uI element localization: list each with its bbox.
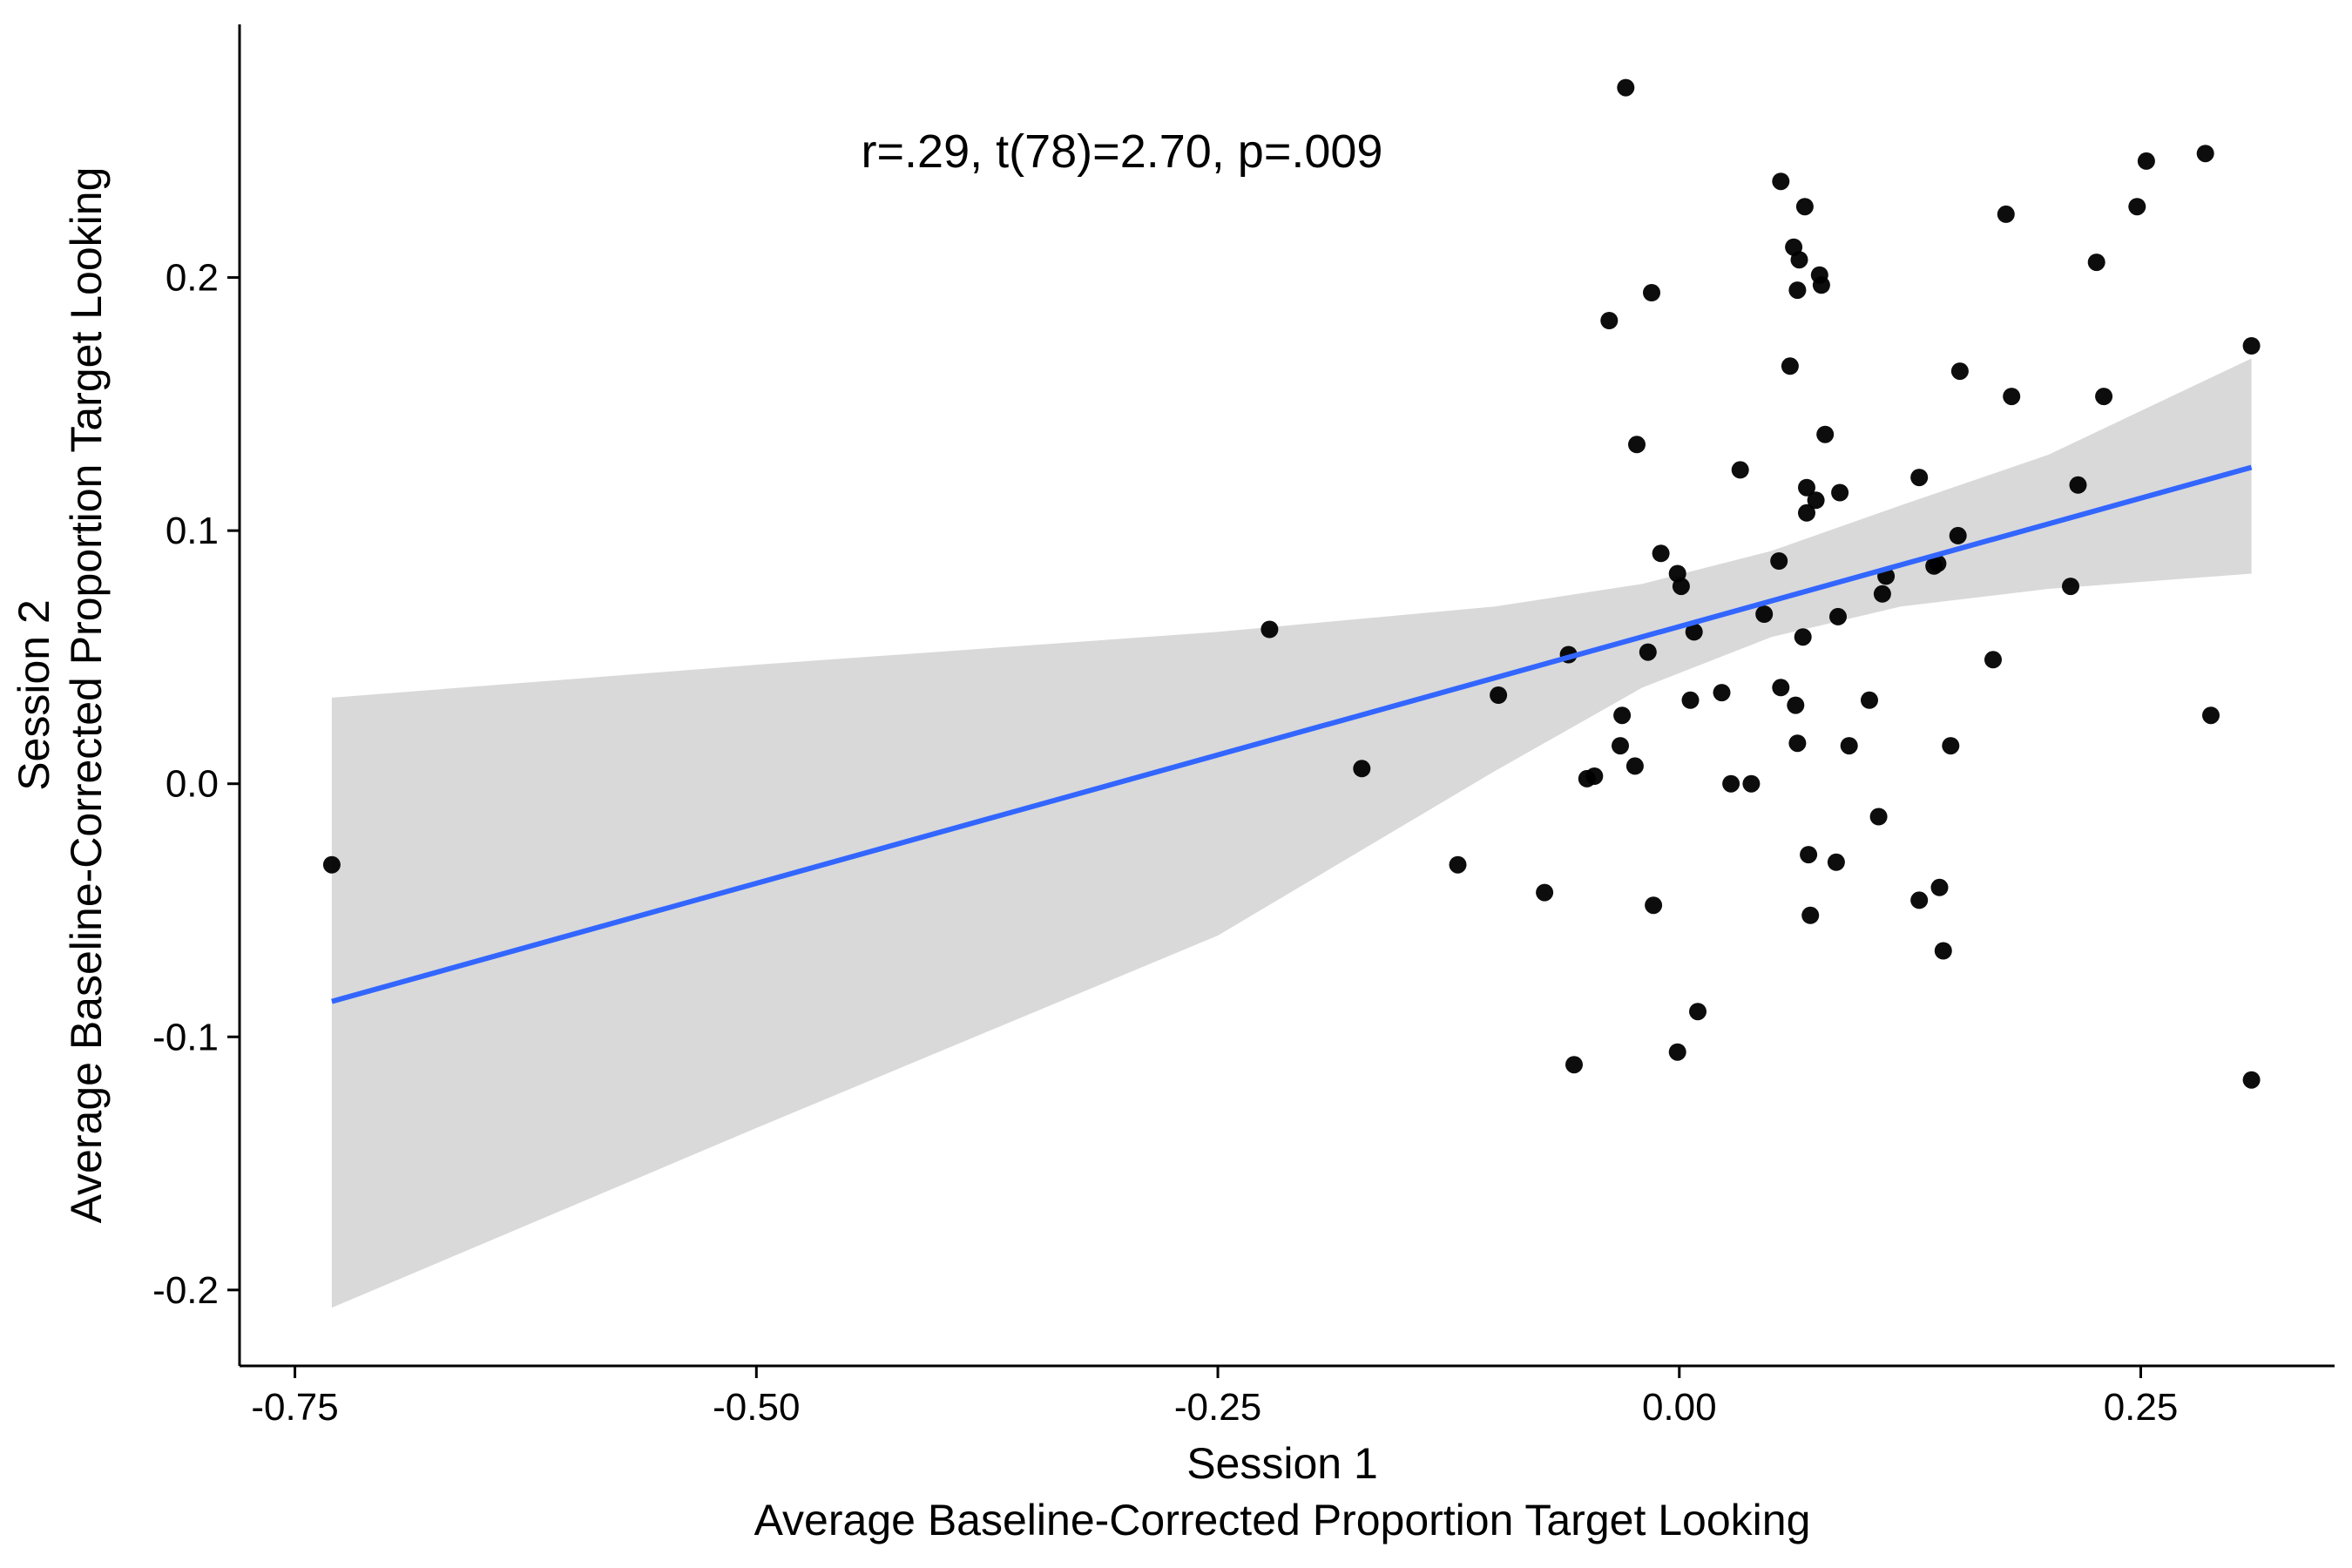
x-tick-label: -0.25	[1174, 1386, 1261, 1429]
data-point	[1942, 737, 1960, 755]
data-point	[2202, 706, 2220, 725]
x-tick-label: -0.75	[251, 1386, 338, 1429]
data-point	[1613, 706, 1632, 725]
data-point	[1798, 478, 1815, 497]
data-point	[1713, 684, 1731, 702]
y-tick-label: 0.1	[166, 510, 219, 552]
data-point	[1685, 623, 1703, 641]
data-point	[322, 855, 341, 874]
x-axis-title-line-2: Average Baseline-Corrected Proportion Ta…	[754, 1496, 1811, 1544]
y-tick-label: -0.2	[152, 1269, 219, 1312]
data-point	[1930, 878, 1949, 896]
data-point	[1260, 620, 1279, 639]
data-point	[1585, 767, 1604, 785]
data-point	[1353, 760, 1371, 778]
data-point	[1490, 686, 1508, 704]
data-point	[1600, 312, 1619, 329]
data-point	[1829, 607, 1847, 625]
data-point	[2128, 198, 2146, 216]
data-point	[1668, 1043, 1686, 1061]
regression-line	[331, 464, 2253, 1004]
data-point	[1612, 737, 1629, 755]
y-tick-label: -0.1	[152, 1016, 219, 1058]
x-tick-label: 0.25	[2104, 1386, 2179, 1429]
data-point	[1840, 737, 1858, 755]
data-point	[1772, 679, 1790, 697]
data-point	[1794, 628, 1812, 646]
data-point	[1827, 853, 1845, 871]
data-point	[1742, 774, 1761, 793]
data-point	[1788, 734, 1807, 753]
x-tick-label: -0.50	[713, 1386, 800, 1429]
data-point	[1929, 554, 1947, 572]
data-point	[1643, 284, 1660, 301]
data-point	[2095, 388, 2113, 406]
plot-area	[322, 78, 2261, 1308]
axes: -0.75 -0.50 -0.25 0.00 0.25 -0.2 -0.1 0.0 0.1 0.2	[152, 24, 2335, 1429]
data-point	[1950, 362, 1969, 381]
data-point	[1798, 504, 1815, 522]
data-point	[1449, 855, 1467, 874]
data-point	[1997, 205, 2015, 223]
data-point	[1790, 251, 1808, 269]
data-point	[1910, 469, 1929, 487]
data-point	[1617, 78, 1635, 97]
data-point	[1645, 896, 1663, 915]
data-point	[1801, 906, 1820, 924]
data-point	[2069, 476, 2087, 494]
data-point	[2062, 578, 2079, 596]
x-axis-title-line-1: Session 1	[1186, 1439, 1378, 1488]
data-point	[1934, 942, 1952, 960]
data-point	[1652, 544, 1670, 563]
data-point	[1772, 172, 1790, 191]
data-point	[1869, 808, 1888, 826]
y-tick-label: 0.2	[166, 257, 219, 300]
data-point	[1984, 651, 2002, 669]
data-point	[1672, 578, 1690, 596]
data-point	[1873, 585, 1891, 603]
data-point	[2137, 152, 2155, 170]
data-point	[1816, 425, 1835, 443]
data-point	[1639, 643, 1657, 661]
y-axis-title-line-1: Session 2	[10, 599, 58, 791]
data-point	[2003, 388, 2021, 406]
data-point	[1861, 691, 1878, 709]
data-point	[1770, 552, 1788, 570]
y-tick-label: 0.0	[166, 763, 219, 806]
data-point	[1831, 483, 1849, 502]
data-point	[1625, 757, 1644, 775]
data-point	[1755, 605, 1774, 623]
data-point	[1787, 696, 1805, 714]
data-point	[1689, 1003, 1707, 1021]
data-point	[1681, 691, 1700, 709]
y-axis-title-line-2: Average Baseline-Corrected Proportion Ta…	[62, 167, 111, 1224]
data-point	[1800, 846, 1818, 864]
data-point	[2196, 145, 2214, 163]
confidence-band	[331, 358, 2252, 1308]
data-point	[1628, 436, 1646, 454]
x-tick-label: 0.00	[1642, 1386, 1717, 1429]
data-point	[2087, 253, 2105, 272]
data-point	[2242, 337, 2261, 355]
correlation-annotation: r=.29, t(78)=2.70, p=.009	[862, 125, 1383, 178]
data-point	[1565, 1056, 1583, 1074]
data-point	[1812, 276, 1830, 294]
data-point	[1788, 281, 1807, 300]
data-point	[1722, 774, 1740, 793]
data-point	[1731, 461, 1749, 479]
data-point	[1781, 357, 1799, 375]
data-point	[1536, 883, 1554, 902]
data-point	[1795, 198, 1814, 216]
data-point	[2242, 1071, 2261, 1089]
data-point	[1949, 526, 1967, 544]
data-point	[1807, 491, 1825, 510]
data-point	[1910, 891, 1929, 909]
